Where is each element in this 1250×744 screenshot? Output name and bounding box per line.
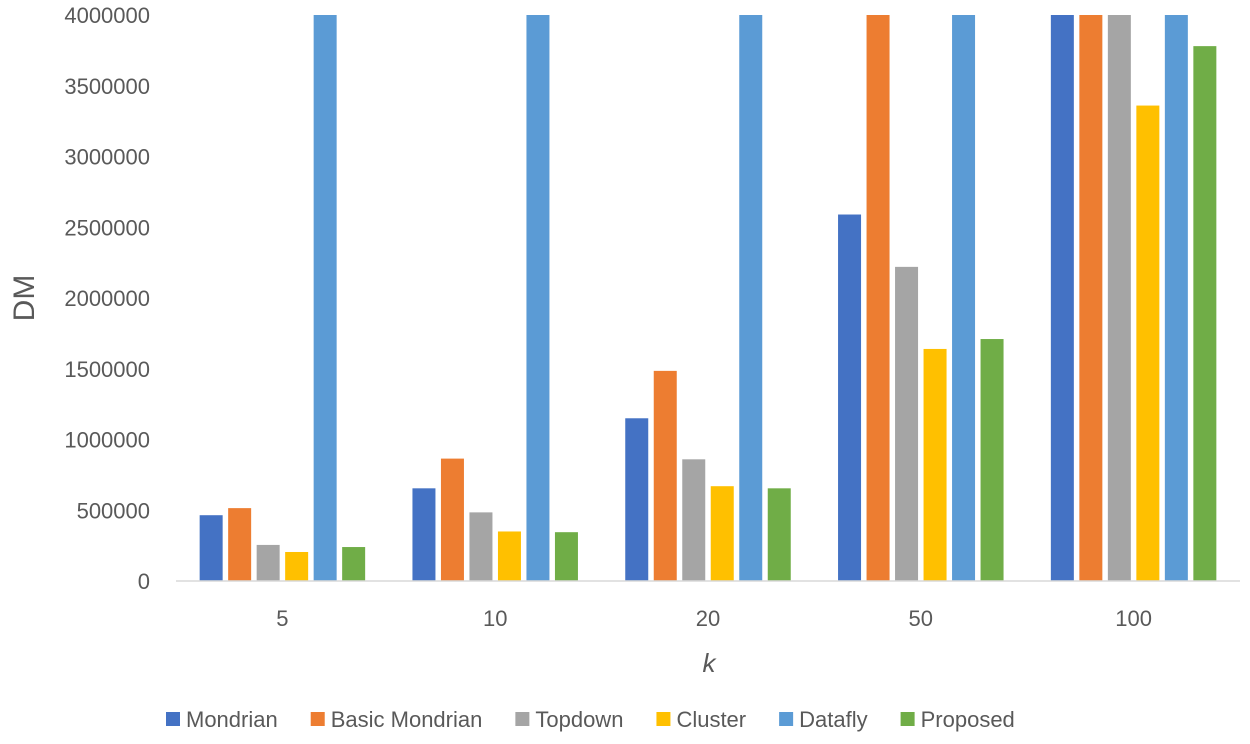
legend-swatch xyxy=(166,712,180,726)
legend: Mondrian Basic Mondrian Topdown Cluster Data… xyxy=(166,707,1015,732)
bar-mondrian-k20 xyxy=(625,418,649,581)
legend-swatch xyxy=(515,712,530,726)
y-tick-label: 500000 xyxy=(77,498,150,523)
legend-label: Cluster xyxy=(676,707,746,732)
bar-datafly-k50 xyxy=(952,15,976,581)
bar-cluster-k50 xyxy=(923,348,947,581)
bar-cluster-k20 xyxy=(710,486,734,581)
legend-label: Proposed xyxy=(921,707,1015,732)
bar-basic-mondrian-k20 xyxy=(653,370,677,581)
bars xyxy=(199,15,1217,581)
bar-cluster-k100 xyxy=(1136,105,1160,581)
x-tick-label: 10 xyxy=(483,606,507,631)
bar-mondrian-k100 xyxy=(1050,15,1074,581)
legend-swatch xyxy=(310,712,325,726)
y-tick-label: 1000000 xyxy=(64,428,150,453)
bar-datafly-k5 xyxy=(313,15,337,581)
legend-item-proposed: Proposed xyxy=(900,707,1015,732)
bar-topdown-k10 xyxy=(469,512,493,581)
bar-proposed-k10 xyxy=(554,532,578,581)
y-tick-label: 4000000 xyxy=(64,3,150,28)
bar-proposed-k100 xyxy=(1193,46,1217,581)
bar-mondrian-k10 xyxy=(412,488,436,581)
bar-basic-mondrian-k50 xyxy=(866,15,890,581)
bar-proposed-k20 xyxy=(767,488,791,581)
bar-topdown-k5 xyxy=(256,544,280,581)
x-axis-ticks: 5 10 20 50 100 xyxy=(276,606,1152,631)
bar-proposed-k50 xyxy=(980,339,1004,581)
y-tick-label: 0 xyxy=(138,569,150,594)
legend-label: Mondrian xyxy=(186,707,278,732)
y-tick-label: 2500000 xyxy=(64,215,150,240)
y-tick-label: 2000000 xyxy=(64,286,150,311)
x-tick-label: 20 xyxy=(696,606,720,631)
bar-datafly-k100 xyxy=(1164,15,1188,581)
bar-basic-mondrian-k100 xyxy=(1079,15,1103,581)
bar-mondrian-k5 xyxy=(199,515,223,581)
bar-topdown-k100 xyxy=(1107,15,1131,581)
legend-label: Basic Mondrian xyxy=(331,707,483,732)
legend-swatch xyxy=(656,712,671,726)
legend-item-mondrian: Mondrian xyxy=(166,707,278,732)
legend-swatch xyxy=(779,712,794,726)
legend-item-basic-mondrian: Basic Mondrian xyxy=(310,707,483,732)
y-tick-label: 1500000 xyxy=(64,357,150,382)
bar-datafly-k10 xyxy=(526,15,550,581)
legend-item-datafly: Datafly xyxy=(779,707,868,732)
y-axis-label: DM xyxy=(8,275,41,322)
y-axis-ticks: 0 500000 1000000 1500000 2000000 2500000 30000… xyxy=(64,3,150,594)
bar-datafly-k20 xyxy=(739,15,763,581)
bar-topdown-k50 xyxy=(895,266,919,581)
bar-basic-mondrian-k5 xyxy=(228,508,252,581)
bar-cluster-k5 xyxy=(285,551,309,581)
x-axis-label: k xyxy=(703,648,718,678)
legend-swatch xyxy=(900,712,915,726)
bar-mondrian-k50 xyxy=(838,214,862,581)
bar-proposed-k5 xyxy=(342,547,366,581)
legend-label: Topdown xyxy=(535,707,623,732)
bar-topdown-k20 xyxy=(682,459,706,581)
legend-item-topdown: Topdown xyxy=(515,707,623,732)
x-tick-label: 5 xyxy=(276,606,288,631)
y-tick-label: 3500000 xyxy=(64,74,150,99)
bar-cluster-k10 xyxy=(497,531,521,581)
legend-item-cluster: Cluster xyxy=(656,707,746,732)
x-tick-label: 50 xyxy=(909,606,933,631)
x-tick-label: 100 xyxy=(1115,606,1152,631)
y-tick-label: 3000000 xyxy=(64,145,150,170)
bar-basic-mondrian-k10 xyxy=(440,458,464,581)
legend-label: Datafly xyxy=(799,707,867,732)
